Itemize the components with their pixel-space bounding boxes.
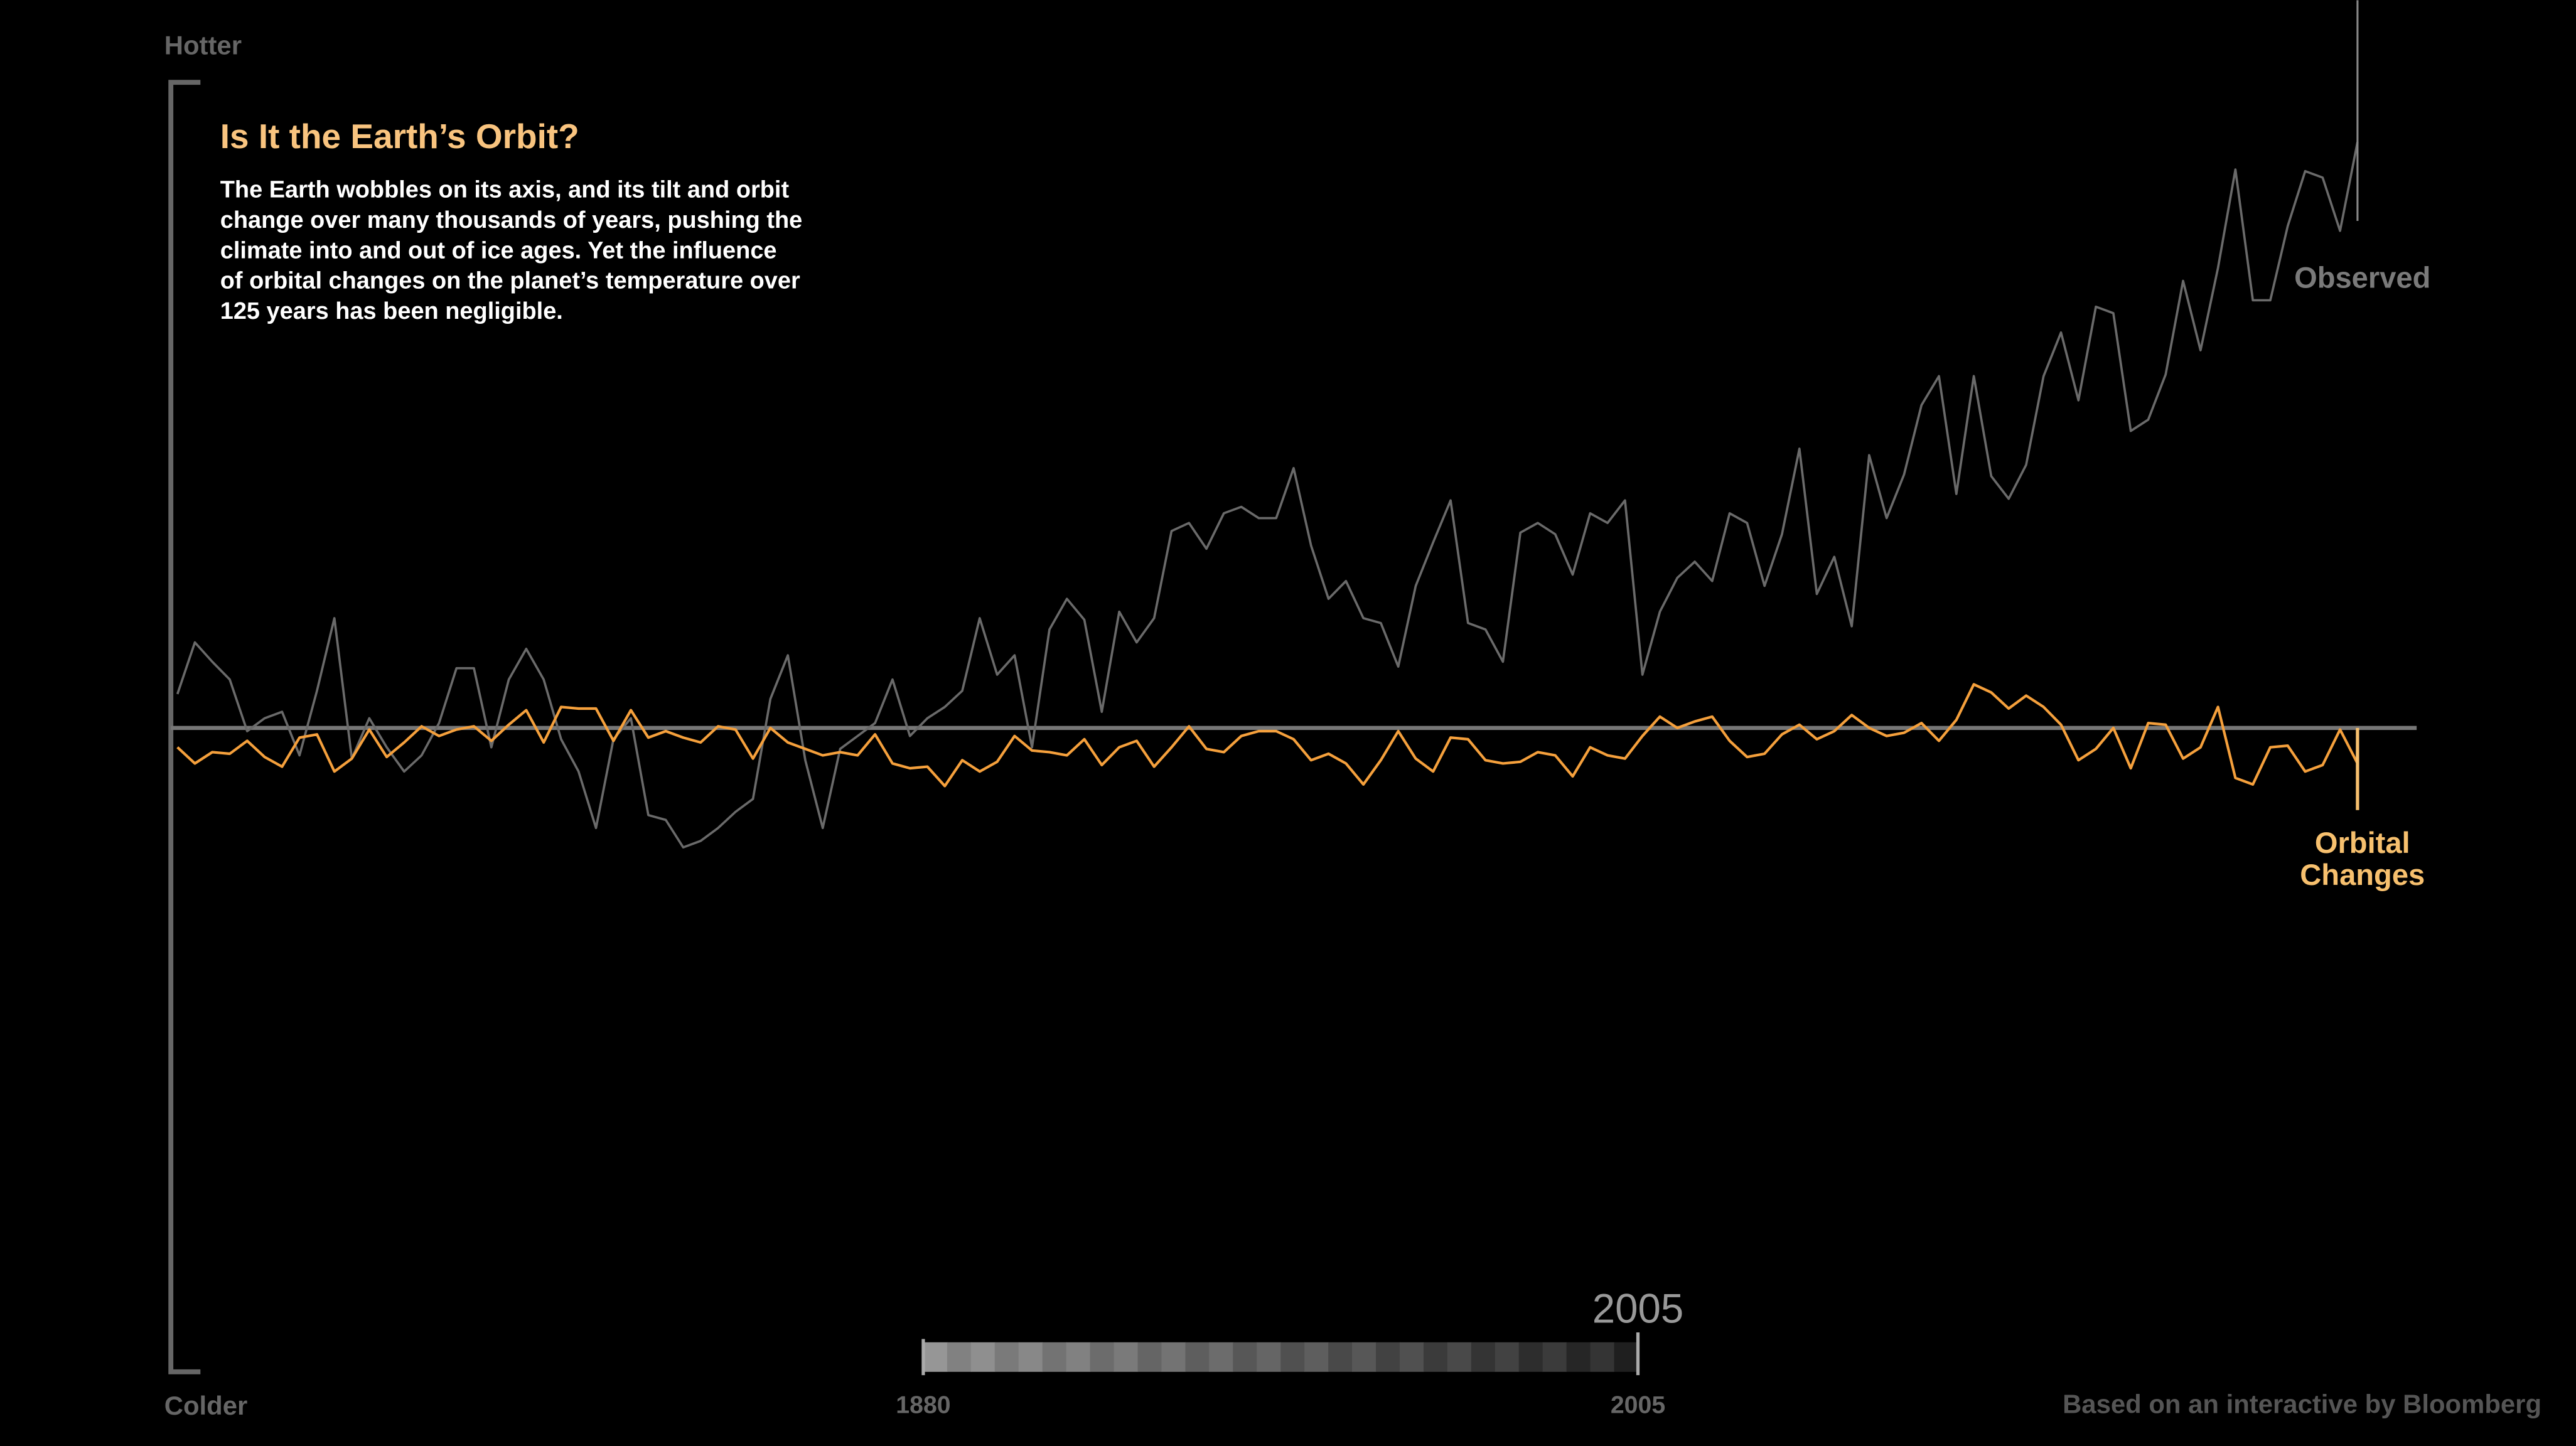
slider-cell (1233, 1342, 1258, 1372)
slider-cell (1257, 1342, 1282, 1372)
slider-min-label: 1880 (896, 1391, 950, 1418)
colder-label: Colder (164, 1391, 248, 1420)
slider-cell (1590, 1342, 1615, 1372)
slider-cell (1542, 1342, 1567, 1372)
slider-cell (1471, 1342, 1496, 1372)
slider-cell (1447, 1342, 1472, 1372)
description-line: 125 years has been negligible. (220, 298, 563, 324)
slider-max-label: 2005 (1611, 1391, 1665, 1418)
slider-cell (1042, 1342, 1067, 1372)
description-line: The Earth wobbles on its axis, and its t… (220, 176, 790, 203)
series-line (176, 683, 2359, 788)
slider-cell (1495, 1342, 1520, 1372)
slider-cell (1614, 1342, 1639, 1372)
axis-bracket (168, 80, 201, 1374)
description-line: change over many thousands of years, pus… (220, 207, 803, 233)
slider-cell (1185, 1342, 1210, 1372)
slider-cell (1137, 1342, 1162, 1372)
slider-cell (1209, 1342, 1234, 1372)
slider-cell (1114, 1342, 1139, 1372)
slider-cell (1280, 1342, 1305, 1372)
series-line (176, 142, 2359, 849)
description-line: climate into and out of ice ages. Yet th… (220, 237, 777, 264)
slider-cell (994, 1342, 1019, 1372)
slider-cell (1423, 1342, 1448, 1372)
slider-cell (1399, 1342, 1424, 1372)
hotter-label: Hotter (164, 31, 242, 60)
slider-cell (1518, 1342, 1543, 1372)
slider-cell (1090, 1342, 1115, 1372)
series-label: Orbital (2315, 826, 2410, 859)
slider-cell (1066, 1342, 1091, 1372)
slider-cell (1161, 1342, 1186, 1372)
slider-cell (1566, 1342, 1591, 1372)
series-label: Observed (2294, 260, 2430, 294)
slider-cell (970, 1342, 996, 1372)
slider-current-label: 2005 (1592, 1285, 1684, 1331)
slider-cell (1352, 1342, 1377, 1372)
series-label: Changes (2300, 858, 2425, 891)
slider-cell (947, 1342, 972, 1372)
slider-cell (1304, 1342, 1329, 1372)
slider-cell (1328, 1342, 1353, 1372)
slider-cell (923, 1342, 948, 1372)
chart-title: Is It the Earth’s Orbit? (220, 117, 579, 156)
credit: Based on an interactive by Bloomberg (2063, 1389, 2541, 1418)
slider-cell (1018, 1342, 1043, 1372)
description-line: of orbital changes on the planet’s tempe… (220, 268, 800, 294)
slider-cell (1376, 1342, 1400, 1372)
